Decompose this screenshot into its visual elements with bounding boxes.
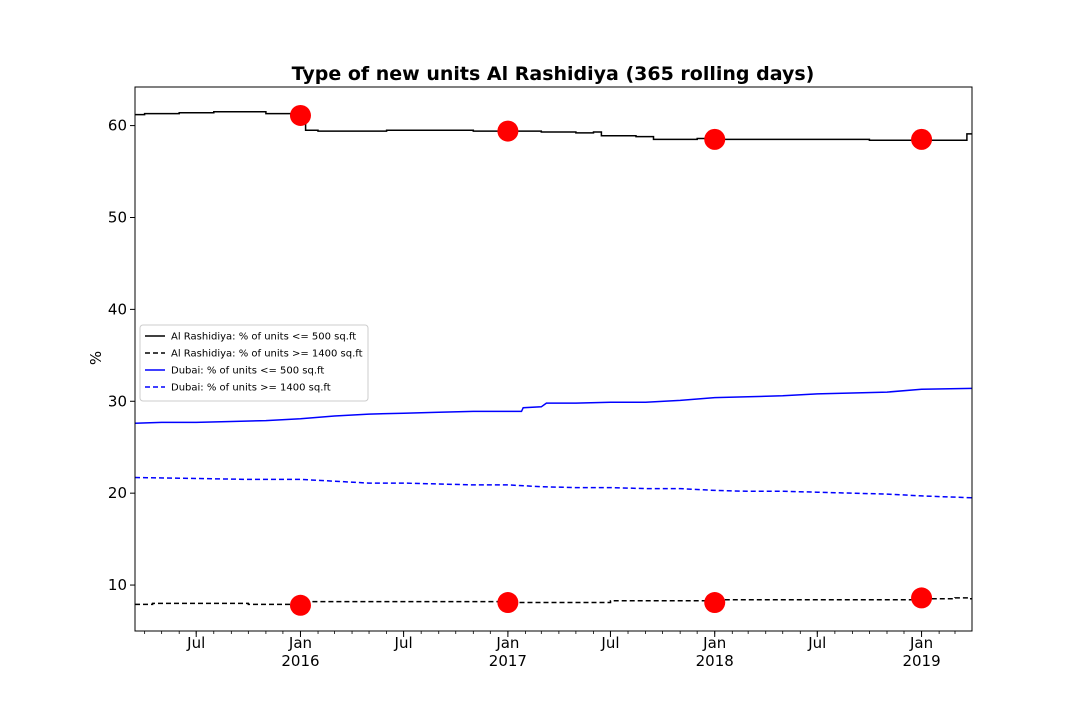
y-axis-label: % — [87, 351, 105, 365]
x-tick-label: Jul — [394, 634, 413, 652]
y-tick-label: 50 — [108, 208, 127, 226]
series-line-3 — [134, 387, 973, 425]
marker-point — [704, 128, 726, 150]
marker-point — [289, 594, 311, 616]
y-tick-label: 30 — [108, 392, 127, 410]
x-tick-year-label: 2017 — [489, 652, 527, 670]
x-tick-year-label: 2016 — [281, 652, 319, 670]
x-tick-label: Jul — [600, 634, 619, 652]
x-tick-label: Jul — [186, 634, 205, 652]
marker-point — [497, 120, 519, 142]
x-tick-year-label: 2019 — [902, 652, 940, 670]
marker-point — [704, 592, 726, 614]
x-tick-label: Jan — [495, 634, 519, 652]
legend: Al Rashidiya: % of units <= 500 sq.ft Al … — [139, 324, 369, 402]
legend-label: Dubai: % of units >= 1400 sq.ft — [171, 383, 331, 394]
y-tick-label: 10 — [108, 576, 127, 594]
series-line-2 — [135, 597, 972, 607]
chart-title: Type of new units Al Rashidiya (365 roll… — [292, 63, 815, 85]
x-tick-label: Jul — [807, 634, 826, 652]
marker-point — [289, 104, 311, 126]
legend-label: Al Rashidiya: % of units >= 1400 sq.ft — [171, 349, 363, 360]
marker-point — [911, 587, 933, 609]
legend-box — [139, 324, 369, 402]
series-line-4 — [134, 476, 973, 499]
x-tick-label: Jan — [288, 634, 312, 652]
x-tick-label: Jan — [909, 634, 933, 652]
y-tick-label: 40 — [108, 300, 127, 318]
y-tick-label: 20 — [108, 484, 127, 502]
x-tick-year-label: 2018 — [696, 652, 734, 670]
plot-frame — [134, 86, 973, 632]
series-line-1 — [135, 111, 972, 142]
y-tick-label: 60 — [108, 117, 127, 135]
legend-label: Al Rashidiya: % of units <= 500 sq.ft — [171, 332, 356, 343]
x-tick-label: Jan — [702, 634, 726, 652]
legend-label: Dubai: % of units <= 500 sq.ft — [171, 366, 324, 377]
marker-point — [911, 128, 933, 150]
marker-point — [497, 592, 519, 614]
